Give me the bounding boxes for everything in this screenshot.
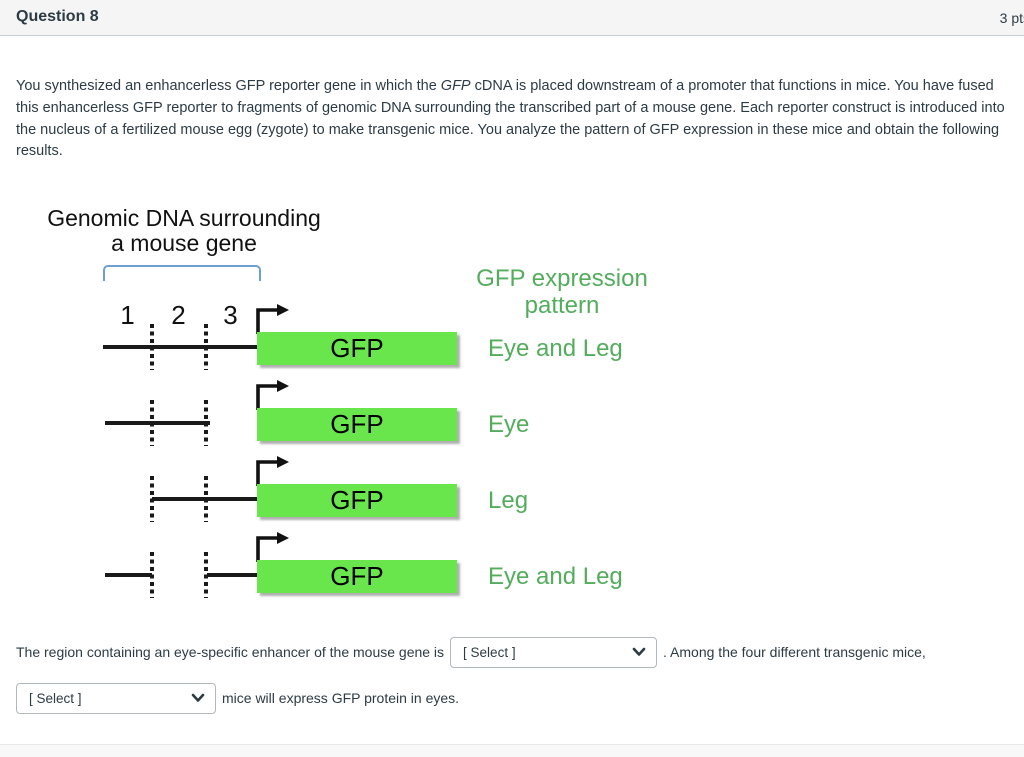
dna-segment: [207, 573, 258, 577]
next-section-divider: [0, 744, 1024, 757]
dna-segment: [105, 421, 210, 425]
gfp-construct-diagram: Genomic DNA surrounding a mouse gene GFP…: [0, 200, 740, 640]
answer-sentence-2-after: mice will express GFP protein in eyes.: [222, 690, 460, 706]
diagram-title: Genomic DNA surrounding a mouse gene: [28, 206, 340, 256]
select-value: [ Select ]: [463, 644, 516, 660]
answer-sentence-1-before: The region containing an eye-specific en…: [16, 644, 445, 660]
question-header: Question 8 3 pts: [0, 0, 1024, 36]
region-divider-dotted: [150, 400, 154, 446]
promoter-arrow-icon: [256, 456, 289, 486]
expression-pattern-label: Eye: [488, 411, 530, 438]
mice-count-select[interactable]: [ Select ]: [16, 682, 216, 714]
gfp-box: GFP: [257, 408, 457, 441]
region-divider-dotted: [150, 552, 154, 598]
promoter-arrow-icon: [256, 380, 289, 410]
enhancer-region-select[interactable]: [ Select ]: [450, 636, 658, 668]
points-label: 3 pts: [999, 10, 1024, 26]
chevron-down-icon: [191, 693, 205, 702]
expression-pattern-label: Leg: [488, 487, 529, 514]
region-divider-dotted: [204, 476, 208, 522]
expression-pattern-heading: GFP expression pattern: [452, 265, 672, 319]
expression-heading-line1: GFP expression: [476, 265, 648, 292]
dna-segment: [105, 573, 152, 577]
promoter-arrow-icon: [256, 532, 289, 562]
dna-segment: [103, 345, 257, 349]
region-divider-dotted: [204, 324, 208, 370]
region-divider-dotted: [204, 400, 208, 446]
region-label-2: 2: [171, 300, 186, 330]
answer-sentence-2: [ Select ] mice will express GFP protein…: [16, 680, 459, 716]
question-text-italic-gfp: GFP: [440, 78, 471, 94]
genomic-dna-bracket: [103, 265, 261, 281]
question-text-part1: You synthesized an enhancerless GFP repo…: [16, 78, 441, 94]
region-divider-dotted: [150, 324, 154, 370]
select-value: [ Select ]: [29, 690, 82, 706]
expression-pattern-label: Eye and Leg: [488, 335, 623, 362]
answer-sentence-1: The region containing an eye-specific en…: [16, 634, 926, 670]
promoter-arrow-icon: [256, 304, 289, 334]
diagram-title-line1: Genomic DNA surrounding: [47, 205, 321, 231]
expression-heading-line2: pattern: [524, 292, 600, 319]
question-text: You synthesized an enhancerless GFP repo…: [16, 76, 1018, 163]
region-label-1: 1: [120, 300, 135, 330]
diagram-title-line2: a mouse gene: [111, 230, 257, 256]
question-title: Question 8: [16, 8, 99, 25]
expression-pattern-label: Eye and Leg: [488, 563, 623, 590]
gfp-box: GFP: [257, 332, 457, 365]
gfp-box: GFP: [257, 484, 457, 517]
region-divider-dotted: [150, 476, 154, 522]
region-label-3: 3: [223, 300, 238, 330]
answer-sentence-1-after: . Among the four different transgenic mi…: [663, 644, 926, 660]
gfp-box: GFP: [257, 560, 457, 593]
question-text-part2: cDNA is placed downstream of a promoter …: [16, 78, 1005, 160]
region-divider-dotted: [204, 552, 208, 598]
chevron-down-icon: [632, 647, 646, 656]
